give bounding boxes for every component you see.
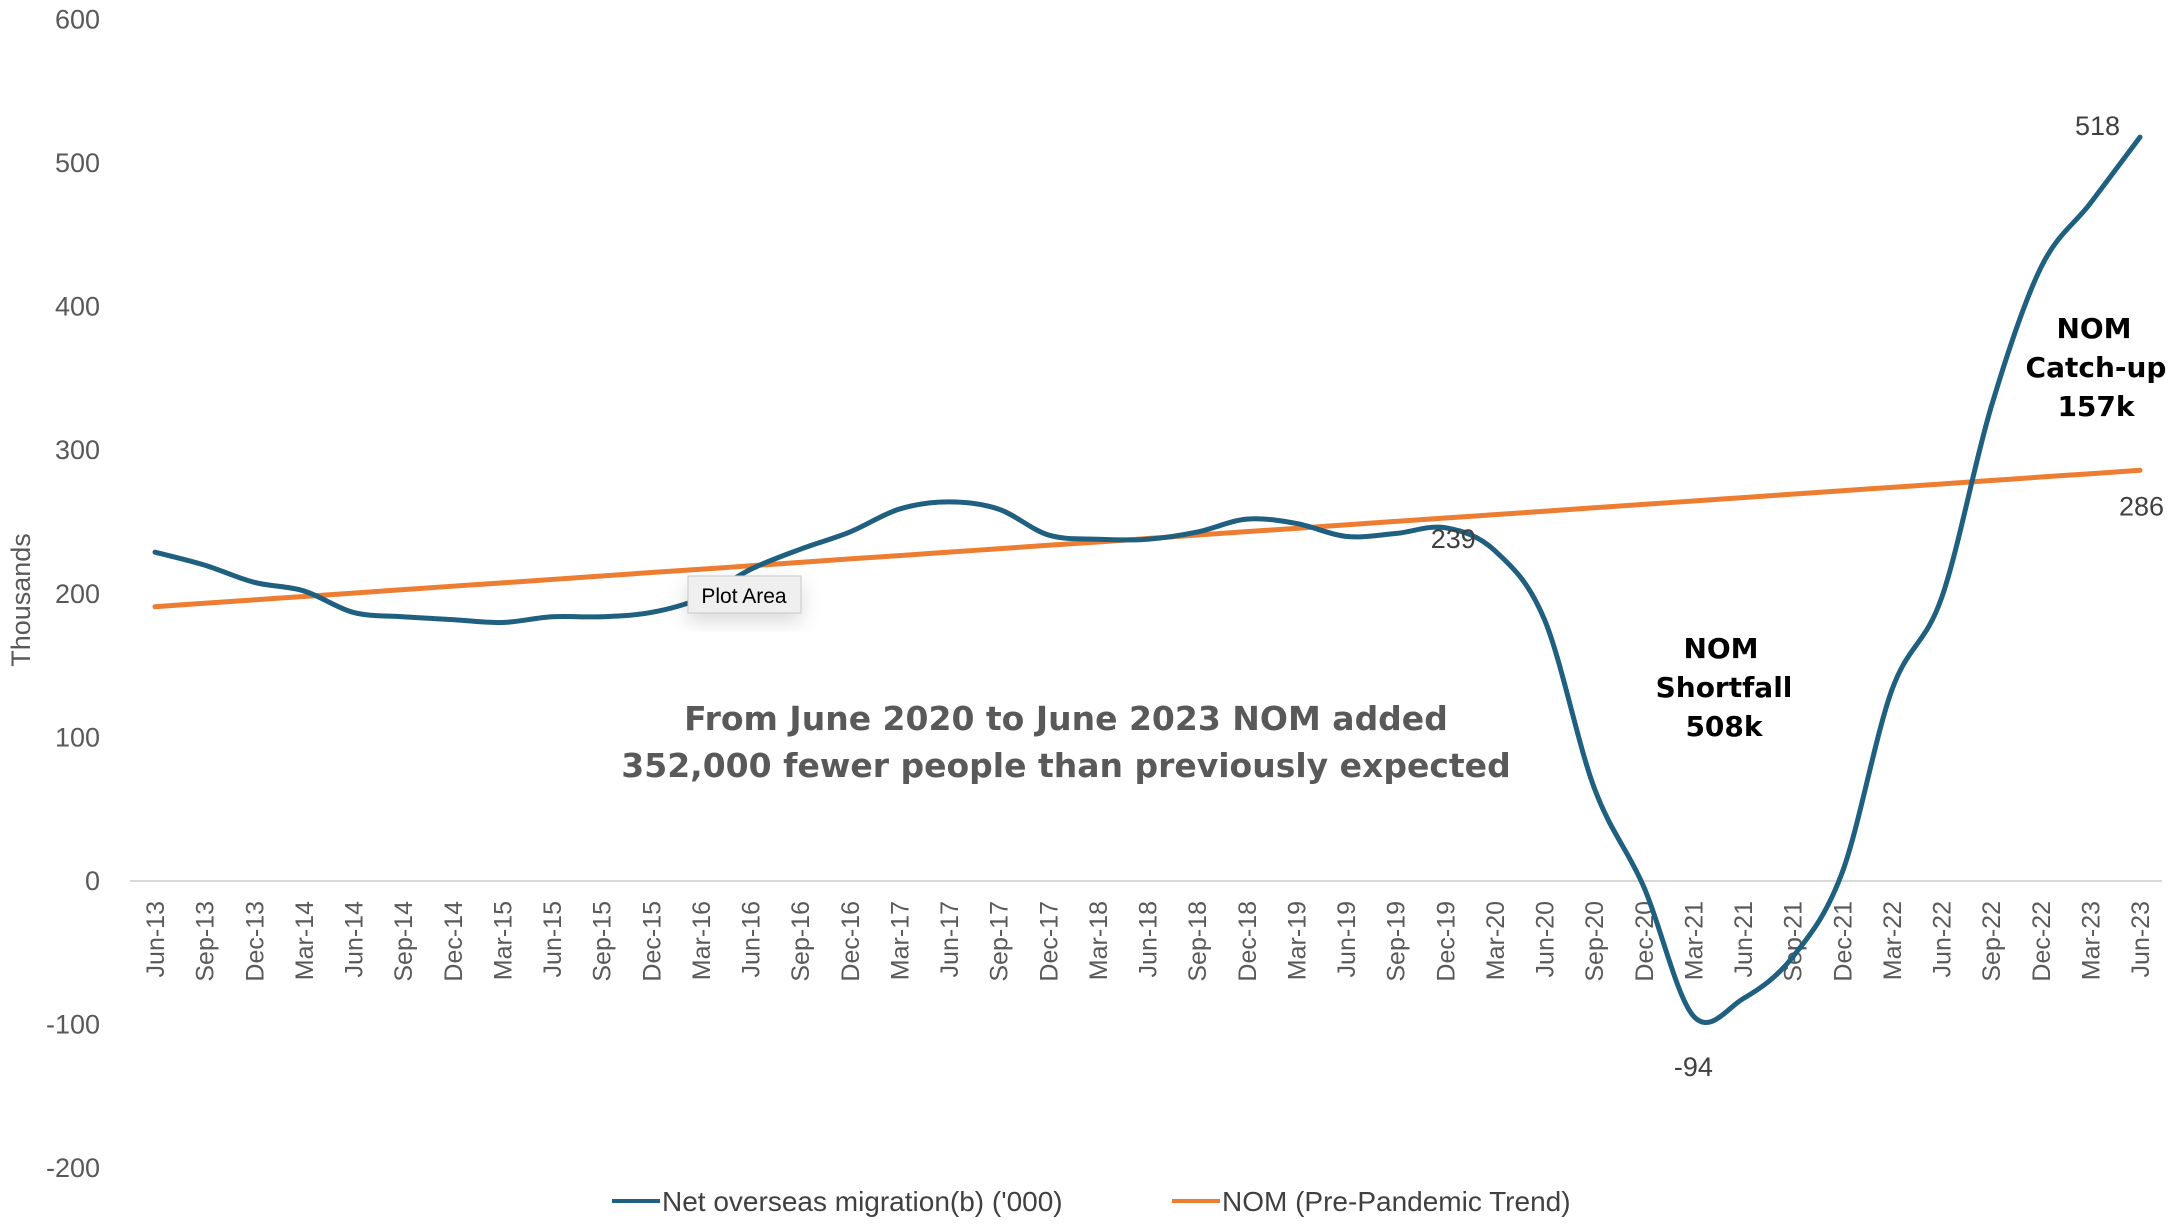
x-tick-label: Jun-13: [142, 901, 170, 977]
x-tick-label: Jun-14: [341, 901, 369, 978]
x-tick-label: Jun-22: [1929, 901, 1957, 977]
data-label: 518: [2075, 111, 2120, 141]
x-tick-label: Mar-15: [489, 901, 517, 980]
x-tick-label: Sep-14: [390, 901, 418, 982]
x-tick-label: Mar-23: [2077, 901, 2105, 980]
x-tick-label: Dec-16: [837, 901, 865, 982]
x-tick-label: Dec-22: [2028, 901, 2056, 982]
x-tick-label: Sep-17: [986, 901, 1014, 982]
x-tick-label: Dec-17: [1035, 901, 1063, 982]
y-tick-label: 0: [85, 866, 100, 896]
x-tick-label: Dec-13: [241, 901, 269, 982]
summary-annotation-line1: From June 2020 to June 2023 NOM added: [684, 699, 1448, 738]
x-tick-label: Jun-19: [1333, 901, 1361, 977]
legend: Net overseas migration(b) ('000) NOM (Pr…: [612, 1186, 1571, 1217]
x-tick-label: Sep-22: [1978, 901, 2006, 982]
catchup-annotation-line1: NOM: [2056, 312, 2131, 345]
y-tick-label: -100: [46, 1010, 100, 1040]
x-tick-label: Dec-19: [1432, 901, 1460, 982]
x-tick-label: Mar-16: [688, 901, 716, 980]
y-axis-title: Thousands: [6, 533, 36, 667]
catchup-annotation-line2: Catch-up: [2026, 351, 2167, 384]
x-tick-label: Sep-18: [1184, 901, 1212, 982]
shortfall-annotation-line3: 508k: [1685, 710, 1763, 743]
legend-item-nom[interactable]: Net overseas migration(b) ('000): [612, 1186, 1063, 1217]
x-tick-label: Dec-14: [440, 901, 468, 982]
x-tick-label: Sep-19: [1383, 901, 1411, 982]
legend-item-trend[interactable]: NOM (Pre-Pandemic Trend): [1172, 1186, 1571, 1217]
x-tick-label: Mar-20: [1482, 901, 1510, 980]
y-tick-label: 600: [55, 4, 100, 34]
x-tick-label: Jun-20: [1532, 901, 1560, 977]
y-tick-label: 300: [55, 435, 100, 465]
x-tick-label: Sep-16: [787, 901, 815, 982]
x-tick-label: Dec-18: [1234, 901, 1262, 982]
x-tick-label: Dec-15: [638, 901, 666, 982]
x-tick-label: Jun-15: [539, 901, 567, 977]
x-tick-label: Jun-16: [738, 901, 766, 977]
y-tick-label: 400: [55, 292, 100, 322]
x-tick-label: Sep-13: [192, 901, 220, 982]
x-tick-label: Mar-21: [1680, 901, 1708, 980]
data-labels: 239 -94 518 286: [1431, 111, 2164, 1082]
y-tick-label: 500: [55, 148, 100, 178]
series-line-nom[interactable]: [152, 134, 2143, 1025]
y-axis-ticks: 600 500 400 300 200 100 0 -100 -200: [46, 4, 100, 1183]
legend-label-nom: Net overseas migration(b) ('000): [662, 1186, 1063, 1217]
series-lines[interactable]: [152, 134, 2143, 1025]
x-tick-label: Mar-19: [1283, 901, 1311, 980]
catchup-annotation-line3: 157k: [2057, 390, 2135, 423]
data-label: -94: [1674, 1052, 1713, 1082]
x-tick-label: Jun-17: [936, 901, 964, 977]
tooltip-text: Plot Area: [701, 585, 787, 608]
x-tick-label: Jun-23: [2127, 901, 2155, 977]
x-tick-label: Mar-14: [291, 901, 319, 980]
shortfall-annotation-line1: NOM: [1683, 632, 1758, 665]
data-label: 239: [1431, 524, 1476, 554]
y-tick-label: 200: [55, 579, 100, 609]
x-tick-label: Jun-18: [1135, 901, 1163, 977]
x-tick-label: Sep-15: [589, 901, 617, 982]
x-tick-label: Mar-22: [1879, 901, 1907, 980]
plot-area-tooltip: Plot Area: [687, 575, 802, 614]
x-tick-label: Sep-20: [1581, 901, 1609, 982]
x-tick-label: Dec-21: [1829, 901, 1857, 982]
shortfall-annotation-line2: Shortfall: [1656, 671, 1793, 704]
x-tick-label: Mar-17: [886, 901, 914, 980]
y-tick-label: 100: [55, 722, 100, 752]
data-label: 286: [2119, 491, 2164, 521]
y-tick-label: -200: [46, 1153, 100, 1183]
x-tick-label: Jun-21: [1730, 901, 1758, 977]
legend-label-trend: NOM (Pre-Pandemic Trend): [1222, 1186, 1571, 1217]
x-tick-label: Mar-18: [1085, 901, 1113, 980]
summary-annotation-line2: 352,000 fewer people than previously exp…: [621, 746, 1510, 785]
x-axis-ticks: Jun-13 Sep-13 Dec-13 Mar-14 Jun-14 Sep-14 Dec-…: [142, 901, 2155, 982]
